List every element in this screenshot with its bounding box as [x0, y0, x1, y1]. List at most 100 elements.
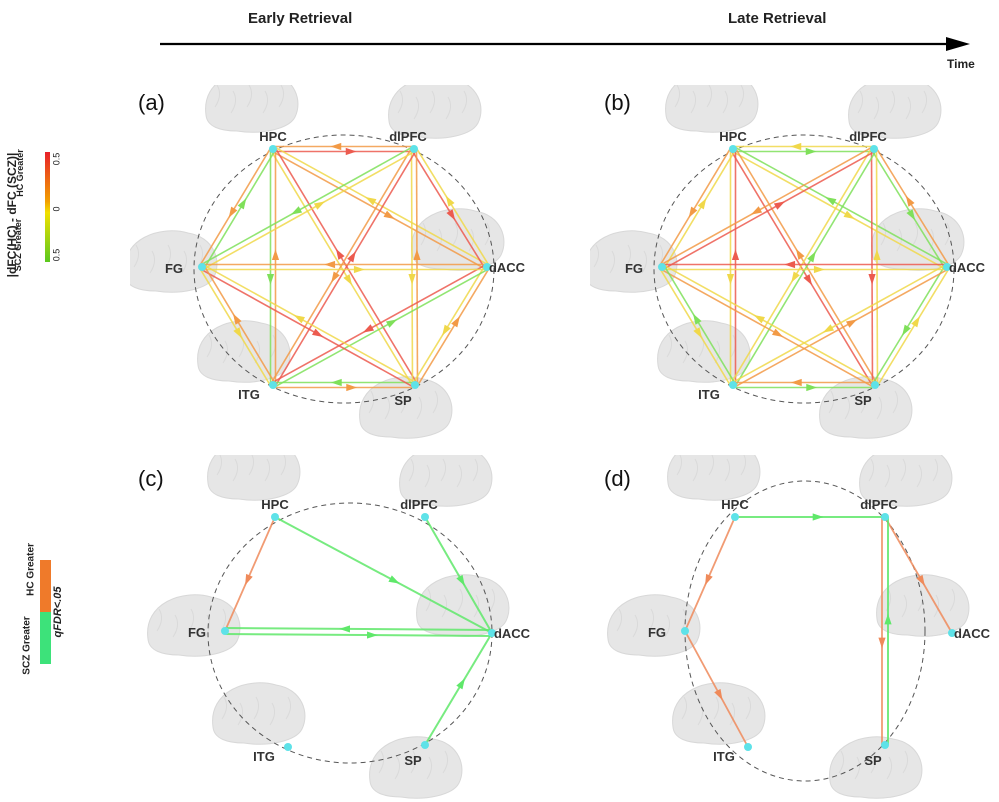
node-hpc-label: HPC [719, 129, 747, 144]
edge-itg-dlpfc-arrowhead [807, 251, 816, 263]
node-sp-marker [881, 741, 889, 749]
panel-b-network: HPC dlPFC dACC SP ITG FG [590, 85, 986, 439]
edge-hpc-fg [684, 516, 736, 632]
edge-itg-dlpfc [734, 149, 877, 387]
brain-hpc-icon [205, 85, 299, 133]
edge-dlpfc-dacc [411, 149, 486, 269]
node-hpc-marker [731, 513, 739, 521]
node-fg-marker [681, 627, 689, 635]
legend-top-tick-bottom: 0.5 [51, 248, 62, 262]
edge-dacc-hpc-arrowhead [365, 197, 377, 206]
node-itg-label: ITG [238, 387, 260, 402]
node-itg-label: ITG [253, 749, 275, 764]
edge-itg-hpc-arrowhead [271, 249, 280, 261]
edge-fg-itg-arrowhead [233, 327, 243, 339]
edge-hpc-fg-arrowhead [688, 206, 698, 218]
edge-hpc-fg-arrowhead [228, 206, 238, 218]
edge-sp-dacc [416, 267, 490, 387]
node-hpc-label: HPC [259, 129, 287, 144]
edge-fg-hpc-arrowhead [697, 198, 707, 210]
edge-sp-fg [662, 264, 877, 384]
edge-itg-fg [663, 265, 736, 385]
edge-dacc-itg [271, 264, 487, 384]
edge-hpc-sp [270, 149, 414, 387]
legend-bottom-scz-label: SCZ Greater [21, 616, 33, 675]
brain-dacc-icon [871, 208, 965, 271]
edge-hpc-dacc [271, 150, 487, 270]
node-hpc-marker [271, 513, 279, 521]
legend-bottom: HC Greater SCZ Greater qFDR<.05 [0, 540, 80, 700]
edge-hpc-fg [659, 147, 732, 267]
brain-hpc-icon [665, 85, 759, 133]
edge-sp-hpc [734, 147, 878, 385]
node-fg-label: FG [165, 261, 183, 276]
brain-hpc-icon [667, 455, 761, 501]
brain-dlpfc-icon [848, 85, 942, 139]
node-dlpfc-label: dlPFC [849, 129, 887, 144]
brain-sp-icon [819, 376, 913, 439]
edge-dlpfc-dacc-arrowhead [916, 574, 925, 586]
edge-dlpfc-itg-arrowhead [791, 271, 800, 283]
edge-hpc-dlpfc-arrowhead [812, 513, 824, 521]
edge-hpc-fg-arrowhead [245, 573, 253, 586]
edge-hpc-dlpfc-arrowhead [805, 147, 817, 156]
edge-dlpfc-dacc-arrowhead [446, 209, 456, 221]
edge-fg-dlpfc [202, 150, 416, 270]
edge-dacc-sp [412, 265, 486, 385]
edge-sp-dlpfc [875, 148, 879, 385]
edge-fg-sp-arrowhead [771, 328, 784, 337]
node-sp-label: SP [394, 393, 412, 408]
edge-sp-dlpfc [415, 148, 419, 385]
node-fg-marker [658, 263, 666, 271]
edge-dlpfc-fg-arrowhead [750, 206, 763, 215]
node-dacc-marker [483, 263, 491, 271]
edge-dacc-hpc [273, 146, 489, 266]
edge-hpc-dlpfc-arrowhead [345, 147, 357, 156]
brain-fg-icon [130, 230, 218, 293]
edge-dacc-dlpfc [415, 147, 490, 267]
node-itg-label: ITG [713, 749, 735, 764]
edge-hpc-fg-arrowhead [705, 573, 713, 586]
node-sp-label: SP [864, 753, 882, 768]
panel-b-tag: (b) [604, 90, 631, 115]
edge-hpc-dacc-arrowhead [383, 210, 395, 219]
edge-dlpfc-fg-arrowhead [290, 206, 303, 215]
legend-bottom-hc-swatch [40, 560, 51, 612]
edge-fg-itg [659, 267, 732, 387]
node-dlpfc-label: dlPFC [860, 497, 898, 512]
node-dlpfc-marker [410, 145, 418, 153]
edge-dlpfc-sp [410, 149, 414, 386]
legend-bottom-scz-swatch [40, 612, 51, 664]
node-sp-label: SP [854, 393, 872, 408]
node-ring [653, 134, 955, 404]
node-dacc-label: dACC [494, 626, 530, 641]
edge-sp-hpc-arrowhead [335, 248, 345, 260]
edge-itg-fg-arrowhead [692, 313, 702, 325]
edge-dacc-dlpfc-arrowhead [445, 195, 455, 207]
edge-hpc-itg-arrowhead [726, 273, 735, 285]
node-dlpfc-label: dlPFC [389, 129, 427, 144]
brain-fg-icon [590, 230, 678, 293]
edge-fg-hpc [203, 149, 276, 269]
legend-top-hc-label: HC Greater [15, 149, 25, 197]
node-hpc-marker [729, 145, 737, 153]
edge-dacc-hpc-arrowhead [825, 197, 837, 206]
edge-dlpfc-itg-arrowhead [331, 271, 340, 283]
edge-hpc-dacc [274, 516, 493, 634]
legend-top: |dFC(HC) - dFC (SCZ)| HC Greater SCZ Gre… [0, 140, 80, 300]
edge-sp-hpc-arrowhead [795, 248, 805, 260]
node-dacc-label: dACC [489, 260, 526, 275]
brain-sp-icon [829, 736, 923, 799]
edge-itg-sp-arrowhead [346, 383, 358, 392]
edge-sp-dlpfc-arrowhead [884, 613, 892, 625]
edge-sp-dacc [876, 267, 950, 387]
edge-itg-dlpfc-arrowhead [347, 251, 356, 263]
node-dlpfc-marker [421, 513, 429, 521]
node-itg-marker [744, 743, 752, 751]
edge-sp-dacc-arrowhead [456, 678, 465, 690]
edge-dacc-sp [872, 265, 946, 385]
edge-hpc-dacc-arrowhead [388, 575, 400, 584]
edge-fg-dacc-arrowhead [813, 265, 825, 274]
edge-itg-fg-arrowhead [232, 313, 242, 325]
edge-dacc-fg-arrowhead [339, 625, 351, 633]
